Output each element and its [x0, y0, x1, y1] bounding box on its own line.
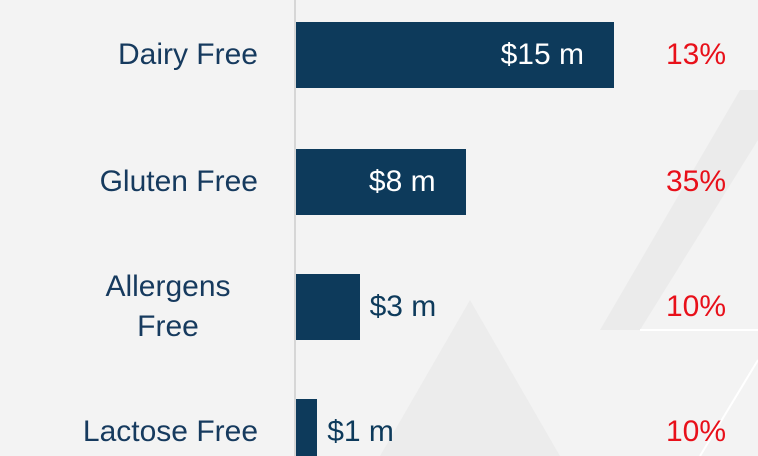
category-label: Allergens Free — [105, 270, 231, 343]
category-label: Dairy Free — [117, 38, 258, 71]
percent-label: 10% — [665, 415, 726, 448]
deco-shape — [600, 90, 758, 330]
percent-label: 35% — [665, 165, 726, 198]
bar — [296, 274, 360, 340]
deco-shape — [380, 300, 560, 456]
percent-label: 13% — [665, 38, 726, 71]
value-label: $15 m — [500, 38, 584, 71]
bar — [296, 22, 614, 88]
bar — [296, 399, 318, 456]
percent-label: 10% — [665, 290, 726, 323]
category-label: Gluten Free — [99, 165, 258, 198]
bar — [296, 149, 466, 215]
value-label: $8 m — [368, 165, 436, 198]
deco-line — [699, 359, 758, 456]
category-label: Lactose Free — [82, 415, 258, 448]
value-label: $3 m — [369, 290, 437, 323]
value-label: $1 m — [327, 415, 394, 448]
axis-line — [294, 0, 296, 456]
